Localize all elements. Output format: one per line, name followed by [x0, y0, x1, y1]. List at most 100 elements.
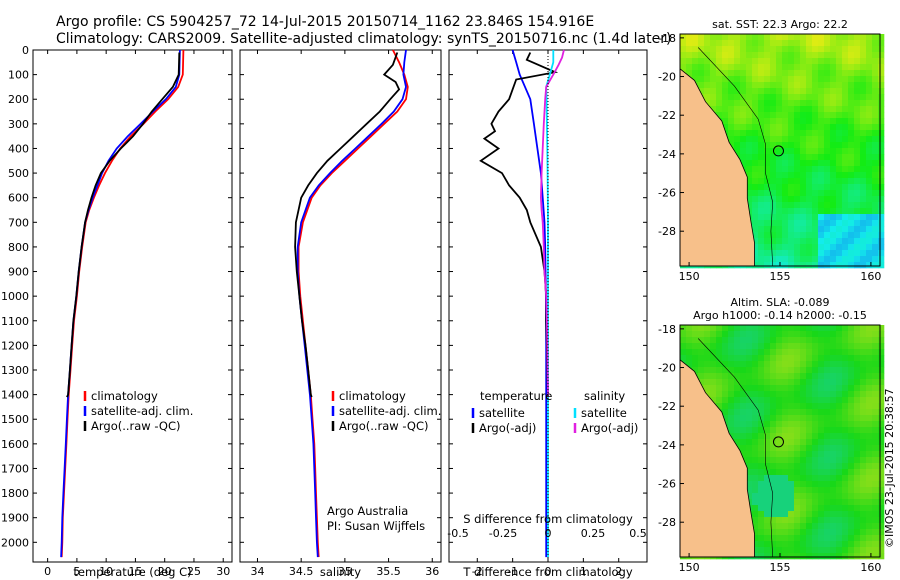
sla-map-cell — [776, 475, 783, 482]
sst-map-cell — [872, 184, 879, 191]
sst-map-cell — [752, 94, 759, 101]
sst-map-cell — [824, 34, 831, 41]
sst-map-cell — [800, 262, 807, 269]
temperature-xtick-label: 30 — [216, 565, 230, 578]
sla-map-cell — [818, 343, 825, 350]
sst-map-cell — [782, 178, 789, 185]
sla-map-cell — [728, 421, 735, 428]
sst-map-cell — [746, 196, 753, 203]
sst-map-cell — [794, 214, 801, 221]
sla-map-cell — [800, 547, 807, 554]
sla-map-cell — [680, 337, 687, 344]
sla-map-cell — [812, 463, 819, 470]
sst-map-cell — [800, 142, 807, 149]
sst-map-cell — [878, 142, 885, 149]
sst-map-cell — [776, 94, 783, 101]
sst-map-cell — [824, 118, 831, 125]
sla-map-cell — [866, 529, 873, 536]
sla-map-cell — [818, 457, 825, 464]
sla-map-cell — [770, 463, 777, 470]
depth-tick-label: 1700 — [1, 462, 29, 475]
sla-map-cell — [800, 331, 807, 338]
sla-map-cell — [824, 535, 831, 542]
sla-map-cell — [752, 391, 759, 398]
sla-map-cell — [770, 529, 777, 536]
sst-map-cell — [794, 34, 801, 41]
sla-map-cell — [836, 475, 843, 482]
sst-map-cell — [728, 58, 735, 65]
sst-map-cell — [812, 82, 819, 89]
sst-map-cell — [842, 58, 849, 65]
sst-map-cell — [770, 184, 777, 191]
sla-map-cell — [770, 421, 777, 428]
sst-map-cell — [836, 52, 843, 59]
diff-legend-s-label: satellite — [581, 406, 627, 420]
sst-map-cell — [752, 64, 759, 71]
sla-map-cell — [854, 553, 861, 560]
sst-map-cell — [842, 46, 849, 53]
sla-map-cell — [734, 331, 741, 338]
sla-map-cell — [866, 451, 873, 458]
sst-map-cell — [854, 136, 861, 143]
sla-map-cell — [782, 457, 789, 464]
sst-map-cell — [854, 178, 861, 185]
sla-map-cell — [770, 367, 777, 374]
sst-map-cell — [740, 160, 747, 167]
sst-map-cell — [740, 112, 747, 119]
sst-map-cell — [734, 112, 741, 119]
sst-map-cell — [878, 190, 885, 197]
sla-map-cell — [770, 409, 777, 416]
sla-map-cell — [854, 493, 861, 500]
sst-map-cell — [692, 58, 699, 65]
sla-map-cell — [818, 553, 825, 560]
sla-map-cell — [860, 325, 867, 332]
sla-map-cell — [764, 427, 771, 434]
sla-map-cell — [776, 457, 783, 464]
sla-map-cell — [800, 373, 807, 380]
sst-map-cell — [824, 178, 831, 185]
sst-map-cell — [770, 238, 777, 245]
sla-map-cell — [704, 337, 711, 344]
sla-map-cell — [878, 463, 885, 470]
sla-map-cell — [776, 445, 783, 452]
sst-map-cell — [848, 124, 855, 131]
sla-map-cell — [818, 499, 825, 506]
sla-map-cell — [842, 355, 849, 362]
sla-map-cell — [758, 403, 765, 410]
sst-map-cell — [806, 244, 813, 251]
sla-map-cell — [734, 349, 741, 356]
sla-map-cell — [758, 325, 765, 332]
sla-map-cell — [866, 511, 873, 518]
sst-map-cell — [698, 82, 705, 89]
sla-map-cell — [848, 481, 855, 488]
sst-map-cell — [788, 106, 795, 113]
sst-map-cell — [806, 106, 813, 113]
sst-map-cell — [860, 220, 867, 227]
sst-map-cell — [818, 256, 825, 263]
sla-map-cell — [752, 487, 759, 494]
sst-map-cell — [812, 178, 819, 185]
sla-map-cell — [800, 469, 807, 476]
sla-map-cell — [788, 535, 795, 542]
sst-map-cell — [770, 166, 777, 173]
sst-map-cell — [776, 256, 783, 263]
sst-map-cell — [752, 208, 759, 215]
sst-map-cell — [800, 232, 807, 239]
sst-map-cell — [836, 106, 843, 113]
sla-map-cell — [746, 385, 753, 392]
sla-map-cell — [752, 469, 759, 476]
sla-map-cell — [698, 367, 705, 374]
sla-map-cell — [812, 343, 819, 350]
sla-map-cell — [878, 517, 885, 524]
sla-map-cell — [800, 379, 807, 386]
sla-map-cell — [794, 469, 801, 476]
sla-map-cell — [872, 397, 879, 404]
sla-map-cell — [848, 349, 855, 356]
sla-map-cell — [704, 343, 711, 350]
sla-map-cell — [770, 445, 777, 452]
sla-map-cell — [800, 493, 807, 500]
sst-map-cell — [764, 232, 771, 239]
sst-map-cell — [866, 232, 873, 239]
sla-map-cell — [854, 337, 861, 344]
sst-map-cell — [752, 160, 759, 167]
